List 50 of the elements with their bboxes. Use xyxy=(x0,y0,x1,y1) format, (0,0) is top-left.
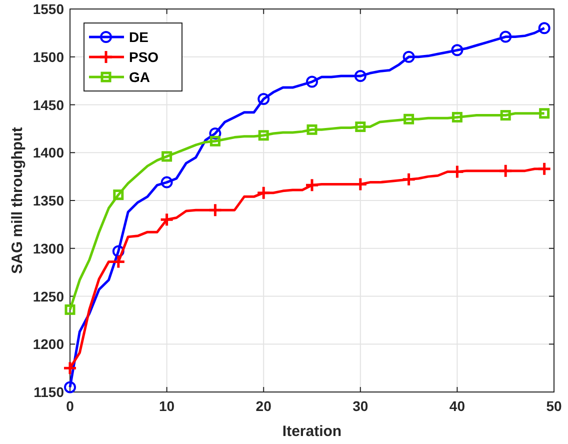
y-tick-label: 1200 xyxy=(32,336,64,352)
legend-label: PSO xyxy=(129,49,159,65)
point xyxy=(208,202,222,218)
point xyxy=(306,76,318,88)
point xyxy=(539,108,550,119)
point xyxy=(451,44,464,56)
point xyxy=(64,304,76,315)
y-tick-label: 1150 xyxy=(34,384,64,400)
point xyxy=(160,212,174,227)
point xyxy=(452,112,462,122)
point xyxy=(537,162,552,176)
point xyxy=(402,50,415,63)
y-tick-label: 1400 xyxy=(32,144,64,161)
point xyxy=(113,190,124,200)
legend-label: DE xyxy=(129,29,148,45)
y-tick-label: 1450 xyxy=(32,96,64,113)
x-tick-label: 40 xyxy=(449,398,466,414)
point xyxy=(62,360,78,376)
x-axis-title: Iteration xyxy=(282,423,342,440)
point xyxy=(64,381,76,394)
point xyxy=(258,93,270,106)
point xyxy=(500,110,511,121)
x-tick-label: 50 xyxy=(546,398,562,414)
point xyxy=(160,176,173,188)
point xyxy=(258,130,269,141)
y-tick-label: 1500 xyxy=(32,48,64,65)
legend-label: GA xyxy=(129,69,150,85)
point xyxy=(112,245,124,258)
point xyxy=(306,124,318,135)
point xyxy=(354,70,366,82)
y-tick-label: 1550 xyxy=(32,1,64,17)
point xyxy=(355,122,366,132)
point xyxy=(304,178,320,192)
x-tick-label: 20 xyxy=(256,398,272,414)
point xyxy=(210,136,220,146)
point xyxy=(500,30,512,43)
y-tick-label: 1250 xyxy=(32,288,64,304)
point xyxy=(256,186,271,200)
y-axis-title: SAG mill throughput xyxy=(9,127,26,274)
point xyxy=(404,114,414,124)
point xyxy=(209,127,222,140)
point xyxy=(498,164,513,178)
y-tick-label: 1350 xyxy=(32,192,64,208)
x-tick-label: 10 xyxy=(159,398,175,414)
point xyxy=(402,172,416,187)
y-tick-label: 1300 xyxy=(32,240,64,256)
point xyxy=(162,151,172,162)
x-tick-label: 30 xyxy=(352,398,368,414)
point xyxy=(538,22,550,34)
x-tick-label: 0 xyxy=(66,398,74,414)
